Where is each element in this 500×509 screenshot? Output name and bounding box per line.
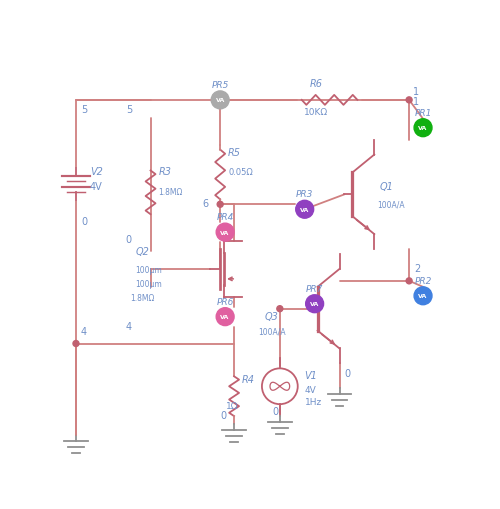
- Text: R4: R4: [242, 375, 255, 384]
- Text: 0: 0: [81, 217, 87, 227]
- Circle shape: [406, 278, 412, 284]
- Text: 10KΩ: 10KΩ: [304, 107, 328, 117]
- Circle shape: [302, 202, 308, 208]
- Text: 0: 0: [344, 369, 350, 379]
- Text: 5: 5: [126, 104, 132, 115]
- Text: 100A/A: 100A/A: [378, 200, 405, 209]
- Text: 2: 2: [414, 263, 420, 273]
- Text: 0.05Ω: 0.05Ω: [228, 168, 253, 177]
- Text: VA: VA: [300, 207, 310, 212]
- Text: PR2: PR2: [414, 276, 432, 285]
- Circle shape: [217, 98, 223, 104]
- Circle shape: [406, 98, 412, 104]
- Text: 1Hz: 1Hz: [304, 398, 322, 406]
- Circle shape: [73, 341, 79, 347]
- Text: R3: R3: [158, 167, 172, 177]
- Text: 4: 4: [81, 326, 87, 336]
- Text: 1.8MΩ: 1.8MΩ: [158, 188, 183, 197]
- Text: 4: 4: [126, 321, 132, 331]
- Text: PR5: PR5: [212, 81, 229, 90]
- Text: Q1: Q1: [380, 182, 393, 192]
- Text: VA: VA: [310, 302, 320, 306]
- Text: Q3: Q3: [265, 311, 279, 321]
- Text: 6: 6: [202, 199, 208, 209]
- Text: V2: V2: [90, 167, 103, 177]
- Circle shape: [306, 295, 324, 313]
- Text: 1Ω: 1Ω: [226, 402, 238, 410]
- Text: 4V: 4V: [304, 385, 316, 394]
- Text: 4V: 4V: [90, 182, 102, 192]
- Circle shape: [414, 120, 432, 137]
- Text: 100A/A: 100A/A: [258, 327, 285, 336]
- Text: 0: 0: [272, 406, 278, 416]
- Circle shape: [414, 287, 432, 305]
- Text: R5: R5: [228, 147, 241, 157]
- Text: R6: R6: [310, 79, 322, 89]
- Circle shape: [296, 201, 314, 219]
- Text: PR4: PR4: [216, 213, 234, 222]
- Circle shape: [216, 224, 234, 242]
- Circle shape: [217, 202, 223, 208]
- Text: Q2: Q2: [136, 246, 149, 257]
- Text: PR3: PR3: [296, 190, 314, 199]
- Text: PR1: PR1: [414, 108, 432, 118]
- Text: 1: 1: [413, 97, 419, 106]
- Text: 1: 1: [413, 87, 419, 97]
- Text: 0: 0: [126, 235, 132, 245]
- Text: PR7: PR7: [306, 284, 324, 293]
- Text: 5: 5: [81, 104, 87, 115]
- Text: PR6: PR6: [216, 297, 234, 306]
- Circle shape: [211, 92, 229, 109]
- Circle shape: [277, 306, 283, 312]
- Text: VA: VA: [220, 230, 230, 235]
- Text: 1.8MΩ: 1.8MΩ: [130, 293, 155, 302]
- Text: VA: VA: [220, 315, 230, 320]
- Text: V1: V1: [304, 371, 318, 381]
- Text: VA: VA: [418, 294, 428, 299]
- Text: 100μm: 100μm: [136, 279, 162, 288]
- Text: 0: 0: [220, 410, 226, 420]
- Text: 100μm: 100μm: [136, 265, 162, 274]
- Text: VA: VA: [418, 126, 428, 131]
- Circle shape: [216, 308, 234, 326]
- Text: VA: VA: [216, 98, 225, 103]
